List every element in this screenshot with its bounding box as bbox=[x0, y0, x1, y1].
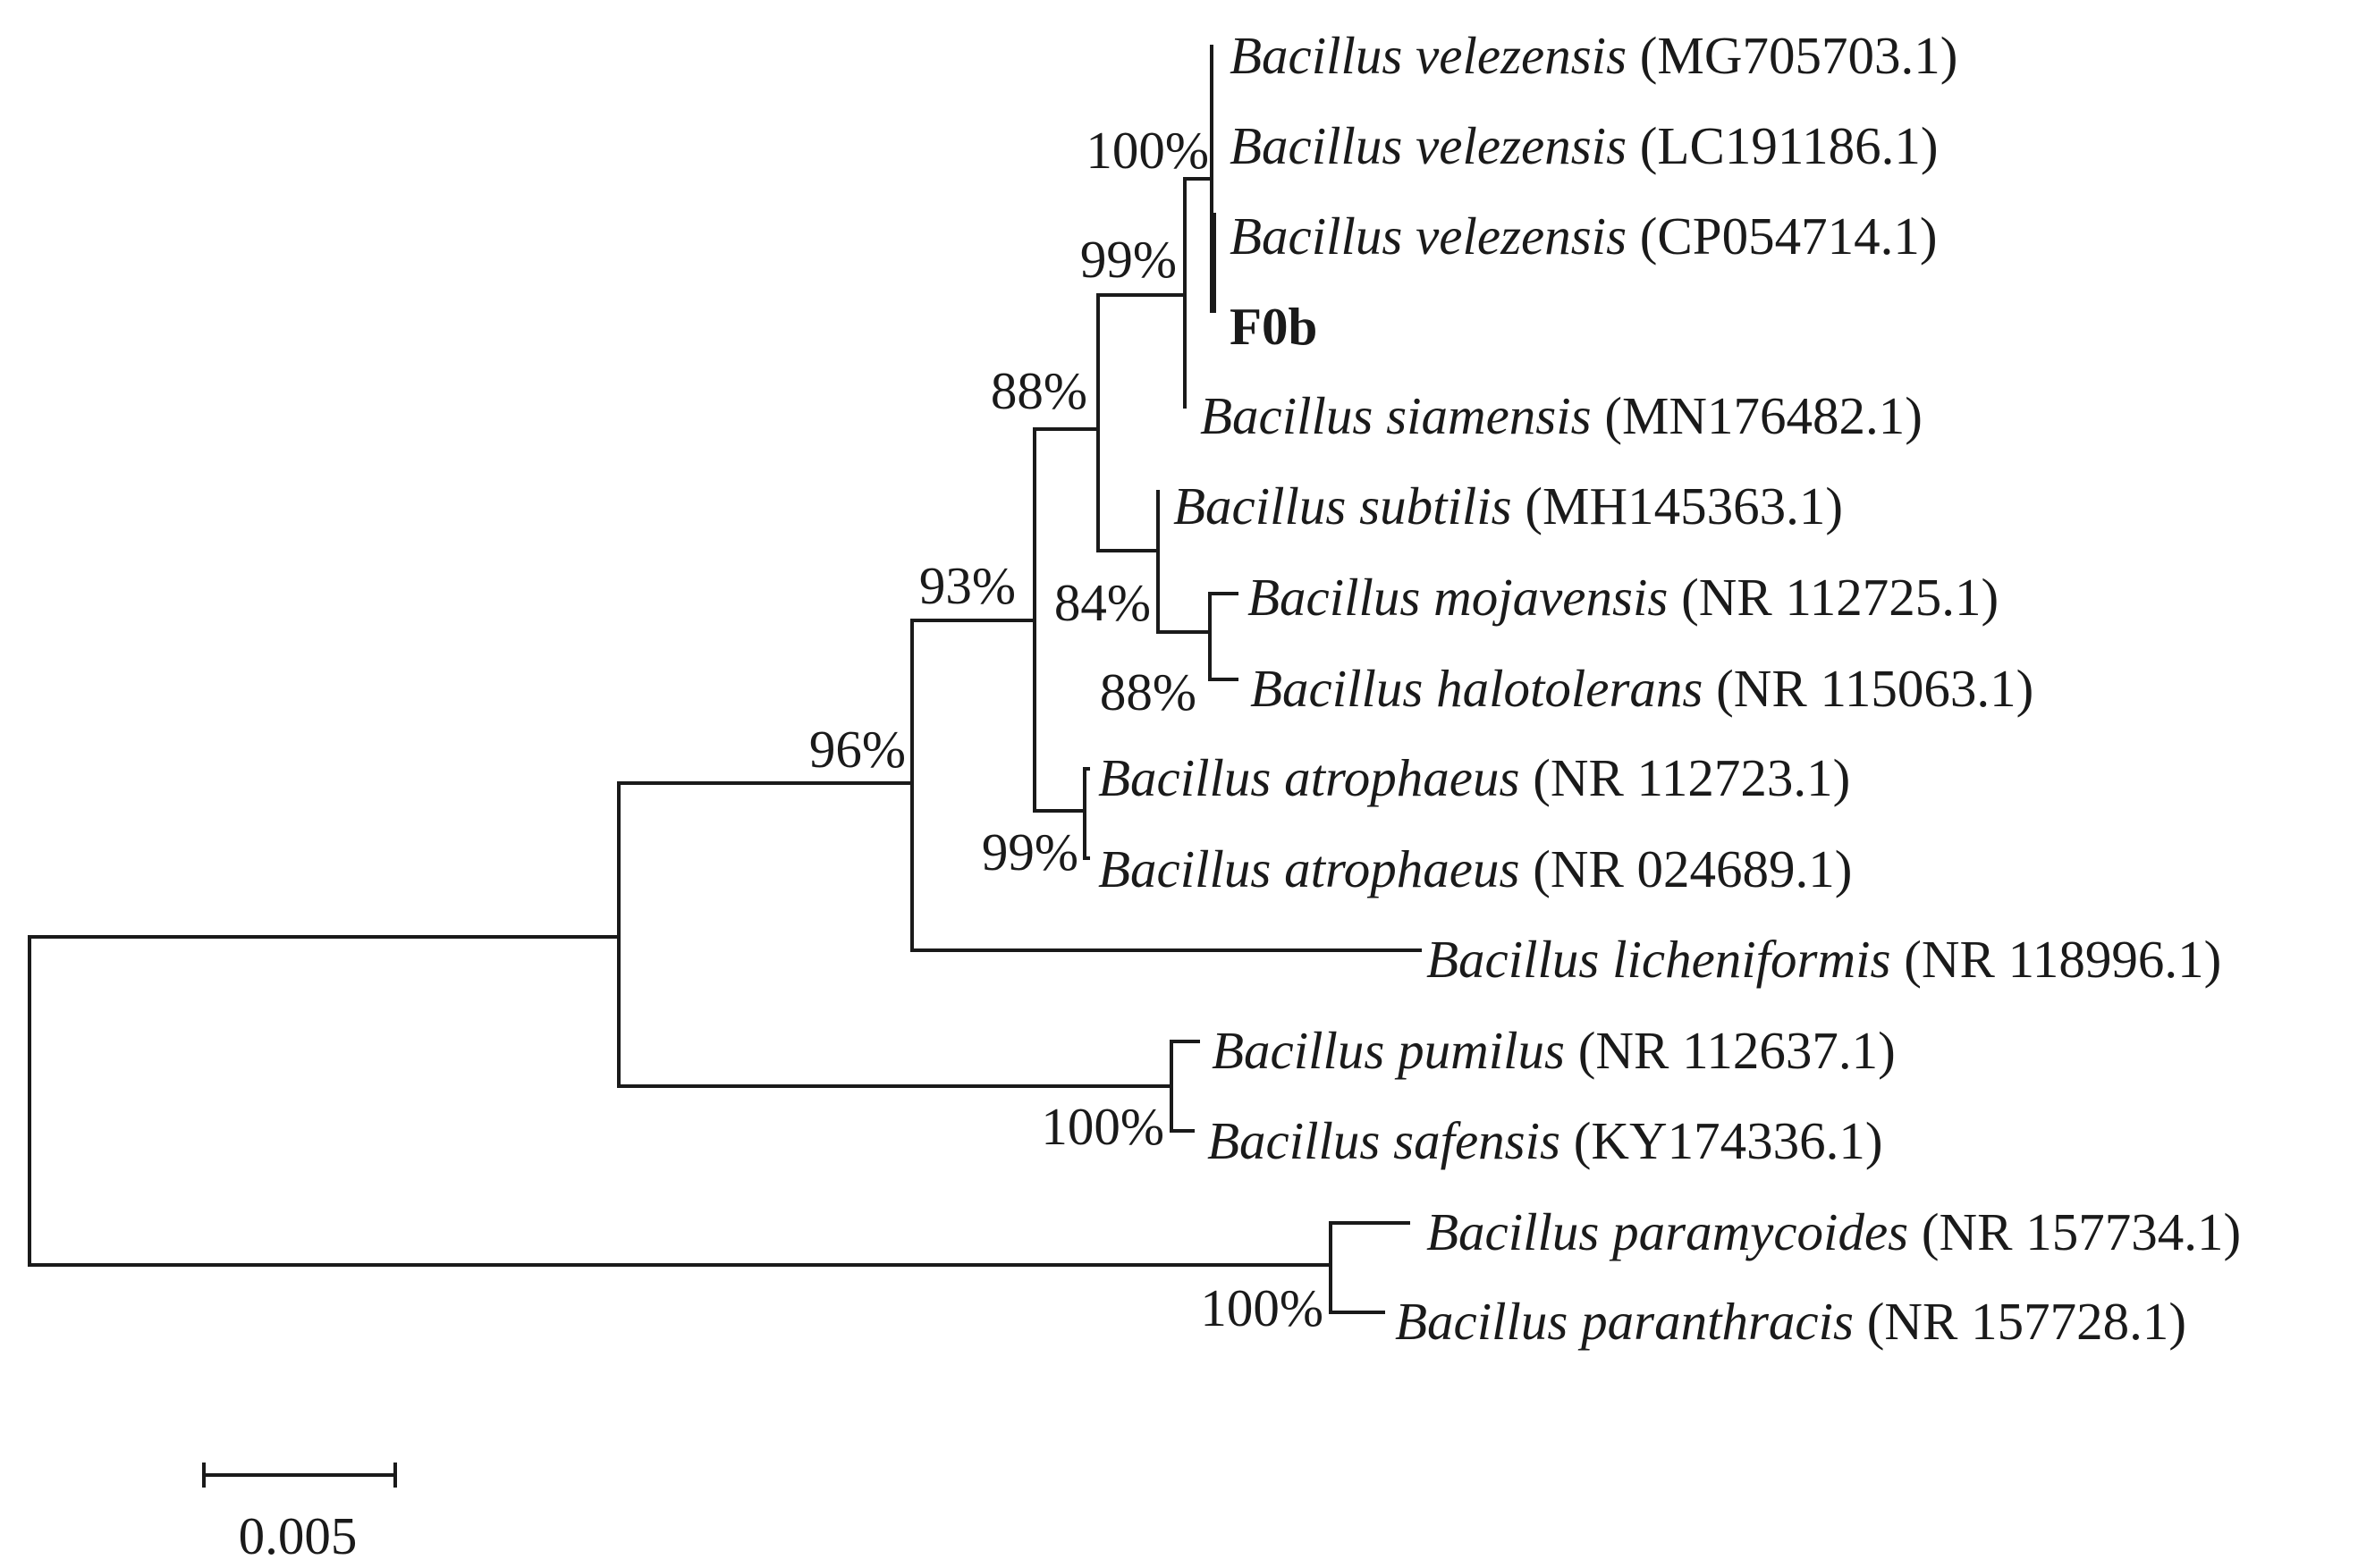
bootstrap-value: 99% bbox=[1080, 230, 1177, 289]
taxon-label: Bacillus atrophaeus (NR 112723.1) bbox=[1098, 748, 1850, 807]
taxon-label: Bacillus atrophaeus (NR 024689.1) bbox=[1098, 839, 1852, 898]
taxon-label: Bacillus halotolerans (NR 115063.1) bbox=[1250, 659, 2033, 718]
taxon-label: Bacillus pumilus (NR 112637.1) bbox=[1212, 1021, 1896, 1080]
taxon-label: Bacillus mojavensis (NR 112725.1) bbox=[1247, 568, 1999, 627]
bootstrap-value: 100% bbox=[1041, 1097, 1164, 1156]
scale-bar: 0.005 bbox=[202, 1463, 397, 1565]
taxon-label: Bacillus velezensis (CP054714.1) bbox=[1230, 207, 1938, 266]
bootstrap-value: 100% bbox=[1086, 121, 1209, 180]
bootstrap-value: 84% bbox=[1054, 573, 1151, 632]
scale-bar-label: 0.005 bbox=[239, 1506, 358, 1565]
taxon-label: Bacillus paranthracis (NR 157728.1) bbox=[1395, 1292, 2186, 1351]
taxon-label-f0b: F0b bbox=[1230, 297, 1317, 356]
taxon-labels: Bacillus velezensis (MG705703.1) Bacillu… bbox=[1098, 26, 2241, 1351]
bootstrap-value: 88% bbox=[1100, 662, 1196, 721]
taxon-label: Bacillus subtilis (MH145363.1) bbox=[1173, 476, 1843, 535]
taxon-label: Bacillus safensis (KY174336.1) bbox=[1207, 1111, 1882, 1170]
bootstrap-value: 96% bbox=[809, 720, 906, 779]
bootstrap-value: 88% bbox=[991, 361, 1087, 420]
taxon-label: Bacillus paramycoides (NR 157734.1) bbox=[1426, 1202, 2241, 1261]
bootstrap-value: 99% bbox=[982, 822, 1078, 881]
bootstrap-values: 100% 99% 88% 84% 88% 93% 99% 96% 100% 10… bbox=[809, 121, 1323, 1337]
taxon-label: Bacillus licheniformis (NR 118996.1) bbox=[1426, 930, 2221, 989]
bootstrap-value: 100% bbox=[1200, 1278, 1323, 1337]
taxon-label: Bacillus velezensis (MG705703.1) bbox=[1230, 26, 1957, 85]
bootstrap-value: 93% bbox=[919, 556, 1016, 615]
tree-branches bbox=[28, 45, 1422, 1314]
taxon-label: Bacillus siamensis (MN176482.1) bbox=[1200, 386, 1923, 445]
taxon-label: Bacillus velezensis (LC191186.1) bbox=[1230, 116, 1939, 175]
